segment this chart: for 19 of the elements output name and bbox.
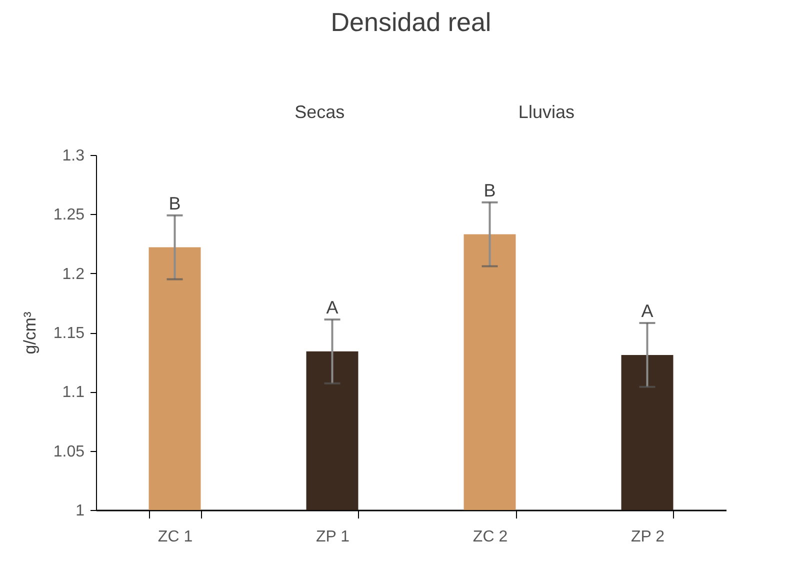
y-axis-title: g/cm³ — [20, 311, 40, 354]
annotation: A — [326, 297, 338, 318]
annotation: B — [484, 180, 496, 200]
annotation: A — [641, 301, 654, 322]
x-tick-label: ZC 2 — [472, 528, 508, 546]
annotation: B — [168, 193, 181, 214]
x-tick-label: ZP 1 — [316, 528, 350, 546]
text: Lluvias — [518, 102, 574, 122]
x-tick-label: ZC 1 — [158, 528, 193, 546]
chart-title: Densidad real — [330, 7, 492, 37]
y-tick-label: 1.25 — [53, 206, 85, 224]
y-tick-label: 1.3 — [62, 148, 85, 164]
y-tick-label: 1.1 — [62, 384, 85, 402]
y-tick-label: 1.15 — [53, 325, 85, 342]
y-tick-label: 1.05 — [53, 443, 85, 460]
text: Secas — [294, 102, 345, 122]
x-tick-label: ZP 2 — [631, 528, 665, 546]
y-tick-label: 1 — [76, 502, 85, 520]
y-tick-label: 1.2 — [62, 266, 85, 283]
